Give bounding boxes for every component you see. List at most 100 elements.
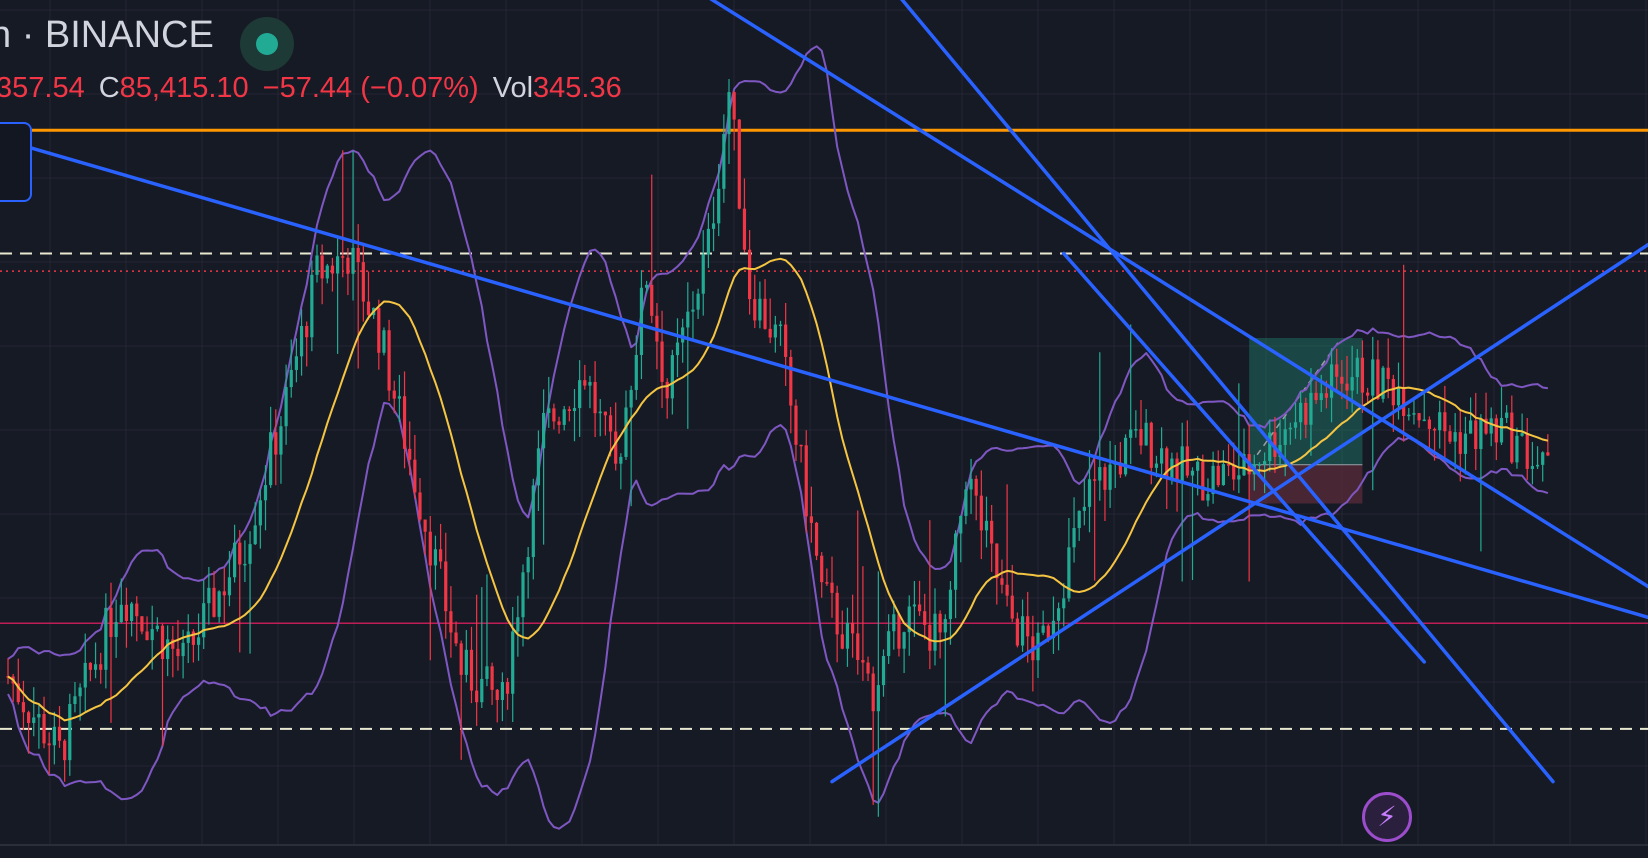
- symbol-title[interactable]: h · BINANCE: [0, 14, 214, 57]
- candle: [650, 174, 654, 324]
- close-value: 85,415.10: [119, 72, 249, 104]
- candle-body: [892, 614, 896, 632]
- candle-body: [171, 639, 175, 649]
- candle: [341, 150, 345, 278]
- candle-body: [418, 492, 422, 520]
- candle-body: [253, 525, 257, 545]
- candle-body: [181, 642, 185, 657]
- candle-body: [1103, 467, 1107, 490]
- candle-body: [408, 448, 412, 460]
- candle: [923, 593, 927, 640]
- candle: [1314, 381, 1318, 404]
- horizontal-levels: [0, 128, 1648, 730]
- candle-body: [299, 326, 304, 357]
- candle-body: [346, 257, 350, 274]
- candle-body: [464, 649, 468, 675]
- candle-body: [974, 478, 978, 496]
- candle-body: [686, 311, 690, 328]
- trendline[interactable]: [1062, 251, 1426, 664]
- candle: [1000, 559, 1004, 594]
- candle: [938, 610, 942, 659]
- candle-body: [1154, 463, 1159, 468]
- candle-body: [799, 444, 803, 447]
- candle: [984, 496, 989, 548]
- candle: [588, 375, 592, 409]
- candle: [1232, 442, 1236, 491]
- candle: [83, 633, 87, 712]
- candle-body: [83, 662, 87, 688]
- candle: [995, 543, 999, 605]
- candle: [490, 662, 494, 705]
- candle-body: [1299, 402, 1303, 423]
- candle-body: [789, 356, 793, 406]
- candle: [227, 551, 232, 607]
- candle-body: [196, 637, 201, 645]
- candle: [809, 486, 813, 543]
- candle-body: [37, 714, 41, 718]
- candle-body: [923, 611, 927, 625]
- candle: [166, 625, 170, 677]
- left-price-tag[interactable]: [0, 122, 32, 202]
- candle: [1530, 441, 1534, 485]
- candle-body: [124, 604, 129, 622]
- candle-body: [63, 740, 67, 761]
- candle-body: [505, 682, 510, 694]
- trendline[interactable]: [600, 0, 1648, 592]
- candle: [727, 79, 731, 165]
- candle: [1134, 410, 1138, 438]
- candle-body: [21, 702, 26, 713]
- candle-body: [248, 544, 252, 564]
- candle-body: [186, 631, 190, 643]
- candle: [851, 594, 855, 658]
- candle-body: [758, 298, 762, 321]
- candle-body: [119, 604, 123, 623]
- candle-body: [52, 726, 56, 746]
- candle: [547, 376, 551, 428]
- market-open-dot-icon: [240, 17, 294, 71]
- candle-body: [1098, 467, 1102, 481]
- candle-body: [130, 603, 134, 622]
- candle: [583, 364, 587, 390]
- candle: [511, 606, 515, 723]
- candle: [1494, 414, 1498, 461]
- candle-body: [191, 631, 195, 645]
- candle-body: [233, 542, 237, 578]
- candle-body: [928, 624, 932, 651]
- candle: [814, 521, 819, 561]
- candle-body: [1072, 527, 1076, 548]
- candle: [902, 631, 906, 674]
- candle-body: [969, 478, 973, 490]
- candle: [907, 595, 911, 656]
- candle: [572, 388, 577, 442]
- trendlines[interactable]: [0, 0, 1648, 784]
- trendline[interactable]: [830, 239, 1648, 784]
- candle-body: [984, 520, 989, 531]
- candle-body: [557, 421, 561, 425]
- candle: [1345, 355, 1349, 410]
- candle-body: [212, 587, 216, 617]
- candle: [521, 564, 525, 647]
- candle: [495, 688, 499, 723]
- candle-body: [727, 92, 731, 135]
- candle-body: [1226, 464, 1231, 466]
- candle-body: [1283, 429, 1287, 445]
- trendline[interactable]: [832, 0, 1555, 784]
- candle-body: [155, 625, 159, 630]
- candle: [933, 588, 937, 666]
- trendline[interactable]: [0, 134, 1648, 620]
- candle-body: [639, 287, 644, 355]
- candle-body: [624, 407, 628, 457]
- candle-body: [160, 625, 165, 660]
- lightning-bolt-icon[interactable]: ⚡: [1362, 792, 1412, 842]
- candle: [428, 516, 432, 661]
- candle: [866, 656, 870, 681]
- candle: [233, 524, 237, 583]
- candle-body: [696, 293, 700, 310]
- candle-body: [814, 522, 819, 556]
- candle: [954, 530, 958, 619]
- candle: [88, 662, 92, 682]
- candle: [1103, 463, 1107, 522]
- candle: [500, 672, 504, 722]
- candle-body: [274, 432, 278, 455]
